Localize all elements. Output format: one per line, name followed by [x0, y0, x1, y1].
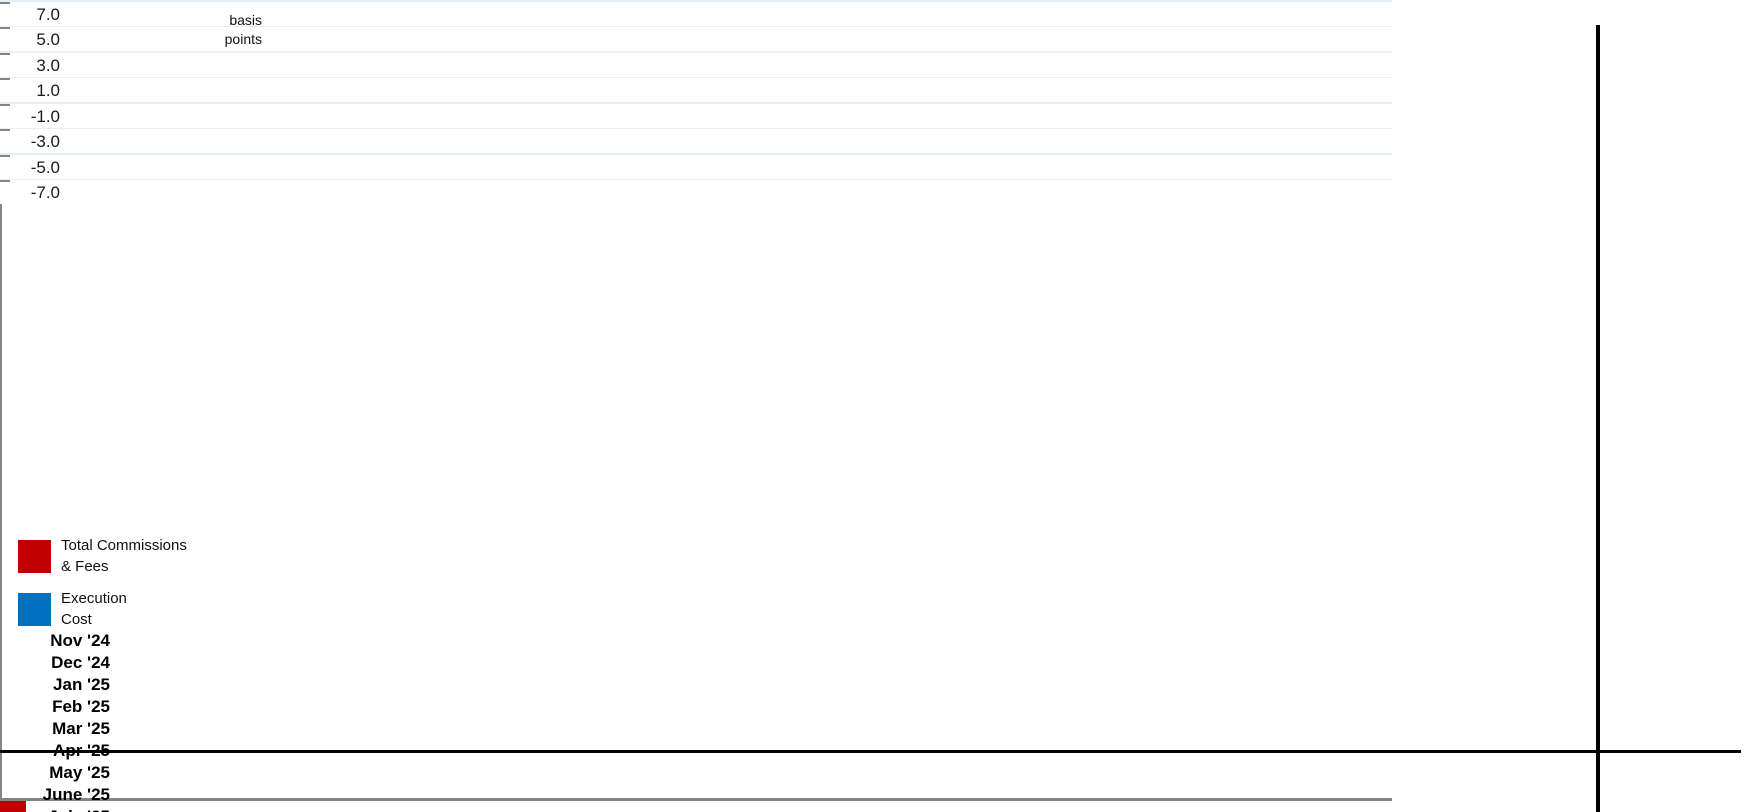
table-header-cell: Mar '25 — [52, 719, 110, 738]
y-gridline — [0, 0, 1392, 2]
y-gridline — [0, 25, 1392, 27]
table-header-cell: Jan '25 — [53, 675, 110, 694]
legend-item-execution-cost: Execution Cost — [18, 588, 127, 630]
table-header-cell: Dec '24 — [51, 653, 110, 672]
table-header-cell: June '25 — [42, 785, 110, 804]
y-gridline — [0, 153, 1392, 155]
y-tick-mark — [0, 154, 10, 157]
y-tick-mark — [0, 180, 10, 182]
y-tick-mark — [0, 129, 10, 131]
y-tick-mark — [0, 27, 10, 29]
table-header-cell: Feb '25 — [52, 697, 110, 716]
legend-item-total-commissions: Total Commissions & Fees — [18, 535, 187, 577]
y-tick-mark — [0, 103, 10, 106]
period-separator-line — [1596, 25, 1600, 812]
table-total-divider — [0, 750, 1741, 753]
legend-swatch-execution — [18, 592, 51, 626]
chart-plot-area: 7.05.03.01.0-1.0-3.0-5.0-7.02.85.72.63.1… — [0, 0, 1392, 812]
table-header-cell: May '25 — [49, 763, 110, 782]
y-tick-label: -5.0 — [30, 157, 60, 177]
table-header-cell: Nov '24 — [50, 631, 110, 650]
table-header-cell: July '25 — [0, 806, 110, 812]
legend-label-execution: Execution Cost — [61, 588, 127, 630]
y-tick-label: 3.0 — [36, 55, 60, 75]
y-gridline — [0, 102, 1392, 104]
legend-label-commissions-line1: Total Commissions — [61, 537, 187, 554]
y-axis-line — [0, 204, 2, 798]
y-tick-mark — [0, 1, 10, 4]
legend-label-execution-line2: Cost — [61, 611, 92, 628]
y-gridline — [0, 178, 1392, 180]
y-tick-label: 7.0 — [36, 4, 60, 24]
legend-label-execution-line1: Execution — [61, 590, 127, 607]
y-tick-label: -7.0 — [30, 183, 60, 202]
bar-total-commissions-fees — [0, 800, 26, 812]
axis-unit-line1: basis — [229, 12, 262, 28]
y-tick-label: 5.0 — [36, 30, 60, 49]
legend-label-commissions: Total Commissions & Fees — [61, 535, 187, 577]
axis-unit-line2: points — [224, 31, 262, 47]
y-tick-mark — [0, 52, 10, 55]
y-tick-label: 1.0 — [36, 81, 60, 100]
y-tick-mark — [0, 78, 10, 80]
axis-unit-label: basis points — [142, 11, 262, 49]
x-axis-line — [0, 798, 1392, 801]
legend-label-commissions-line2: & Fees — [61, 558, 109, 575]
y-gridline — [0, 127, 1392, 129]
y-tick-label: -3.0 — [30, 132, 60, 151]
y-tick-label: -1.0 — [30, 106, 60, 126]
legend-swatch-commissions — [18, 539, 51, 573]
y-gridline — [0, 51, 1392, 53]
y-gridline — [0, 76, 1392, 78]
